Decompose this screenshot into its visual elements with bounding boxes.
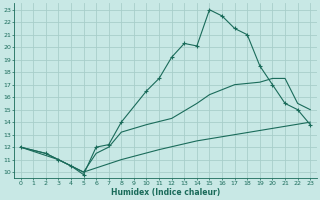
X-axis label: Humidex (Indice chaleur): Humidex (Indice chaleur)	[111, 188, 220, 197]
